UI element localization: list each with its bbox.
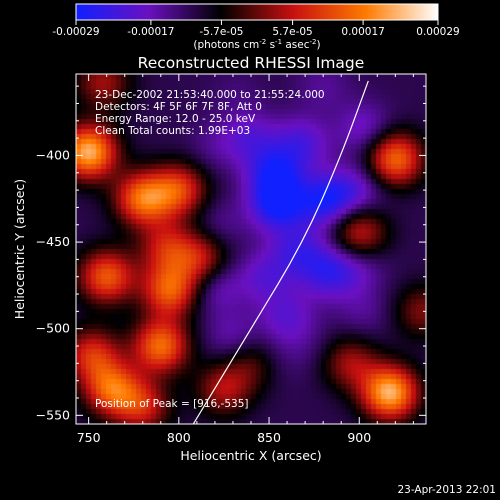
- x-axis-label: Heliocentric X (arcsec): [180, 448, 321, 463]
- colorbar-tick-labels: -0.00029 -0.00017 -5.7e-05 5.7e-05 0.00017 0.…: [52, 26, 459, 38]
- y-tick-label: −550: [36, 407, 70, 422]
- annotation-time: 23-Dec-2002 21:53:40.000 to 21:55:24.000: [95, 89, 325, 101]
- x-tick-label: 750: [77, 430, 101, 445]
- colorbar-units: (photons cm-2 s-1 asec-2): [193, 38, 320, 51]
- colorbar-frame: [75, 3, 439, 21]
- colorbar-gradient: [76, 4, 438, 20]
- annotation-block: 23-Dec-2002 21:53:40.000 to 21:55:24.000…: [95, 89, 325, 137]
- colorbar-tick-label: -0.00017: [127, 26, 174, 38]
- x-axis: 750 800 850 900: [77, 74, 414, 445]
- peak-position-label: Position of Peak = [916,-535]: [95, 398, 249, 410]
- chart-title: Reconstructed RHESSI Image: [138, 54, 365, 72]
- colorbar-ticks: [75, 20, 439, 25]
- plot-area: 23-Dec-2002 21:53:40.000 to 21:55:24.000…: [75, 73, 427, 425]
- solar-limb-line: [192, 80, 369, 424]
- colorbar: -0.00029 -0.00017 -5.7e-05 5.7e-05 0.00017 0.…: [52, 3, 460, 51]
- annotation-detectors: Detectors: 4F 5F 6F 7F 8F, Att 0: [95, 101, 262, 113]
- annotation-counts: Clean Total counts: 1.99E+03: [95, 125, 250, 137]
- annotation-energy: Energy Range: 12.0 - 25.0 keV: [95, 113, 256, 125]
- y-tick-label: −450: [36, 234, 70, 249]
- colorbar-tick-label: 5.7e-05: [272, 26, 312, 38]
- colorbar-tick-label: 0.00017: [341, 26, 384, 38]
- colorbar-tick-label: -5.7e-05: [199, 26, 243, 38]
- colorbar-tick-label: 0.00029: [416, 26, 459, 38]
- y-axis: −400 −450 −500 −550: [36, 85, 426, 422]
- y-axis-label: Heliocentric Y (arcsec): [12, 179, 27, 319]
- x-tick-label: 850: [257, 430, 281, 445]
- heatmap-image: [76, 74, 426, 424]
- x-tick-label: 900: [347, 430, 371, 445]
- colorbar-tick-label: -0.00029: [52, 26, 99, 38]
- y-tick-label: −500: [36, 321, 70, 336]
- footer-date: 23-Apr-2013 22:01: [397, 484, 496, 496]
- y-tick-label: −400: [36, 147, 70, 162]
- x-tick-label: 800: [167, 430, 191, 445]
